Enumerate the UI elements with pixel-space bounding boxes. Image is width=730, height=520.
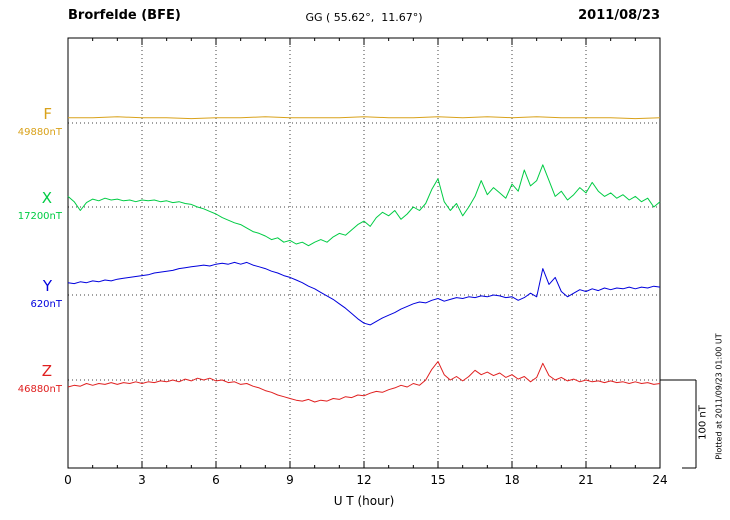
x-tick-label-6: 6 (212, 473, 220, 487)
plotted-timestamp-note: Plotted at 2011/09/23 01:00 UT (714, 333, 724, 460)
trace-Y (67, 261, 661, 326)
trace-X (67, 164, 661, 247)
series-baseline-value-X: 17200nT (17, 211, 62, 222)
x-tick-label-3: 3 (138, 473, 146, 487)
series-letter-F: F (43, 105, 52, 123)
trace-F (68, 116, 661, 120)
trace-Z (67, 361, 661, 403)
series-baseline-value-F: 49880nT (17, 127, 62, 138)
plot-date: 2011/08/23 (578, 8, 660, 23)
series-letter-Y: Y (42, 277, 52, 295)
scale-bar-label: 100 nT (697, 405, 709, 440)
x-tick-label-18: 18 (504, 473, 520, 487)
plot-frame (67, 37, 661, 469)
series-baseline-value-Y: 620nT (30, 299, 62, 310)
geo-coordinates: GG ( 55.62°, 11.67°) (305, 11, 423, 24)
x-tick-label-12: 12 (356, 473, 372, 487)
x-axis-label: U T (hour) (333, 494, 395, 508)
x-tick-label-0: 0 (64, 473, 72, 487)
series-baseline-value-Z: 46880nT (17, 384, 62, 395)
x-tick-label-24: 24 (652, 473, 668, 487)
station-name: Brorfelde (BFE) (68, 8, 181, 23)
series-letter-Z: Z (41, 362, 52, 380)
x-tick-label-9: 9 (286, 473, 294, 487)
series-letter-X: X (41, 189, 52, 207)
x-tick-label-21: 21 (578, 473, 594, 487)
x-tick-label-15: 15 (430, 473, 446, 487)
